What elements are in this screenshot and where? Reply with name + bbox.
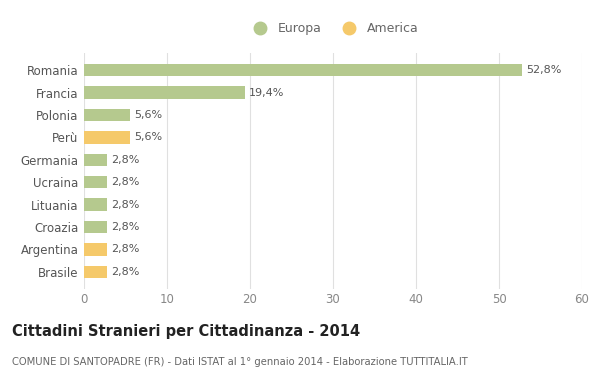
Bar	[84, 221, 107, 233]
Text: 5,6%: 5,6%	[134, 132, 163, 142]
Bar	[84, 86, 245, 99]
Bar	[84, 64, 522, 76]
Bar	[84, 266, 107, 278]
Text: 2,8%: 2,8%	[112, 267, 140, 277]
Legend: Europa, America: Europa, America	[242, 17, 424, 40]
Text: 52,8%: 52,8%	[526, 65, 562, 75]
Text: 2,8%: 2,8%	[112, 200, 140, 210]
Text: 5,6%: 5,6%	[134, 110, 163, 120]
Bar	[84, 131, 130, 144]
Bar	[84, 109, 130, 121]
Bar	[84, 243, 107, 256]
Bar	[84, 154, 107, 166]
Text: 19,4%: 19,4%	[249, 87, 284, 98]
Bar	[84, 198, 107, 211]
Bar	[84, 176, 107, 188]
Text: 2,8%: 2,8%	[112, 222, 140, 232]
Text: 2,8%: 2,8%	[112, 155, 140, 165]
Text: Cittadini Stranieri per Cittadinanza - 2014: Cittadini Stranieri per Cittadinanza - 2…	[12, 324, 360, 339]
Text: COMUNE DI SANTOPADRE (FR) - Dati ISTAT al 1° gennaio 2014 - Elaborazione TUTTITA: COMUNE DI SANTOPADRE (FR) - Dati ISTAT a…	[12, 357, 468, 367]
Text: 2,8%: 2,8%	[112, 244, 140, 255]
Text: 2,8%: 2,8%	[112, 177, 140, 187]
